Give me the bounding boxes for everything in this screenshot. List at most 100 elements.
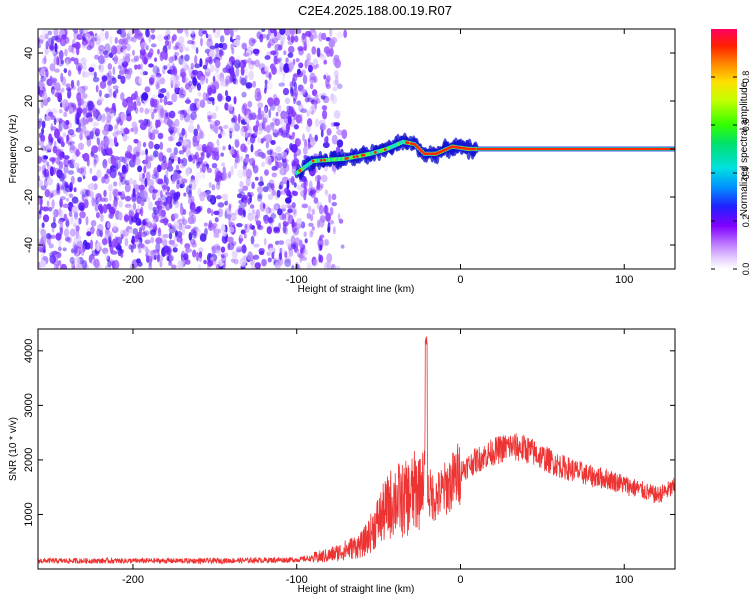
spectrogram-noise-cell <box>56 189 61 196</box>
spectrogram-noise-cell <box>74 205 80 213</box>
spectrogram-noise-cell <box>106 255 111 262</box>
spectrogram-noise-cell <box>108 147 113 157</box>
spectrogram-noise-cell <box>103 189 107 198</box>
spectrogram-noise-cell <box>319 55 327 61</box>
spectrogram-noise-cell <box>184 224 192 230</box>
snr-y-tick-label: 1000 <box>23 502 35 526</box>
spectrogram-noise-cell <box>156 204 161 212</box>
spectrogram-noise-cell <box>222 67 228 73</box>
spectrogram-noise-cell <box>166 34 171 41</box>
spectrogram-noise-cell <box>112 85 119 90</box>
spectrogram-noise-cell <box>136 204 140 214</box>
spectrogram-noise-cell <box>216 62 220 68</box>
spectrogram-noise-cell <box>267 97 274 105</box>
spectrogram-noise-cell <box>215 181 221 190</box>
spectrogram-noise-cell <box>157 227 162 237</box>
spectrogram-noise-cell <box>135 147 142 153</box>
spectrogram-noise-cell <box>81 93 88 99</box>
spectrogram-noise-cell <box>141 92 149 101</box>
spectrogram-noise-cell <box>156 213 161 218</box>
spectrogram-noise-cell <box>281 75 286 86</box>
spectrogram-noise-cell <box>45 115 51 122</box>
spectrogram-noise-cell <box>38 227 44 233</box>
spectrogram-noise-cell <box>307 64 313 73</box>
spectrogram-noise-cell <box>178 137 184 145</box>
spectrogram-noise-cell <box>38 175 41 182</box>
spectrogram-noise-cell <box>140 63 143 70</box>
spectrogram-noise-cell <box>278 190 283 195</box>
spectrogram-noise-cell <box>164 201 171 211</box>
spectrogram-noise-cell <box>247 139 252 145</box>
spectrogram-noise-cell <box>61 76 67 86</box>
spectrogram-noise-cell <box>118 211 123 221</box>
spectrogram-noise-cell <box>43 55 47 64</box>
spectrogram-noise-cell <box>193 154 198 160</box>
spectrogram-noise-cell <box>196 228 202 237</box>
spectrogram-noise-cell <box>267 29 272 37</box>
spectrogram-noise-cell <box>209 194 217 205</box>
spectrogram-noise-cell <box>56 182 60 192</box>
spectrogram-noise-cell <box>49 75 53 84</box>
spectrogram-noise-cell <box>231 61 234 67</box>
spectrogram-noise-cell <box>60 72 64 83</box>
spectrogram-noise-cell <box>284 29 291 37</box>
spectrogram-noise-cell <box>63 124 69 130</box>
spectrogram-noise-cell <box>69 136 73 143</box>
spectrogram-noise-cell <box>38 165 42 172</box>
spectrogram-noise-cell <box>341 129 348 140</box>
spectrogram-noise-cell <box>156 75 160 82</box>
spectrogram-noise-cell <box>73 30 79 40</box>
spectrogram-noise-cell <box>53 82 61 92</box>
spectrogram-noise-cell <box>280 204 288 209</box>
spectrogram-noise-cell <box>149 132 156 141</box>
spectrogram-noise-cell <box>81 259 88 269</box>
spectrogram-noise-cell <box>169 153 175 160</box>
spectrogram-noise-cell <box>136 231 142 239</box>
spectrogram-noise-cell <box>210 49 215 56</box>
spectrogram-noise-cell <box>295 217 303 228</box>
spectrogram-noise-cell <box>229 130 233 139</box>
spectrogram-noise-cell <box>281 123 287 132</box>
spectrogram-noise-cell <box>208 56 213 65</box>
spectrogram-noise-cell <box>115 133 118 139</box>
spectrogram-noise-cell <box>139 107 144 113</box>
spectrogram-noise-cell <box>236 193 243 199</box>
spectrogram-noise-cell <box>144 239 151 245</box>
spectrogram-x-axis-label: Height of straight line (km) <box>298 284 415 295</box>
spectrogram-noise-cell <box>311 46 317 55</box>
spectrogram-noise-cell <box>197 263 202 269</box>
spectrogram-noise-cell <box>220 246 226 253</box>
snr-x-tick-label: -100 <box>286 574 308 586</box>
spectrogram-noise-cell <box>273 203 281 211</box>
spectrogram-noise-cell <box>168 56 174 64</box>
spectrogram-noise-cell <box>120 176 127 186</box>
spectrogram-noise-cell <box>173 45 179 51</box>
spectrogram-noise-cell <box>211 246 217 254</box>
spectrogram-noise-cell <box>263 237 267 246</box>
spectrogram-peak-point <box>298 169 302 173</box>
spectrogram-noise-cell <box>156 67 160 76</box>
spectrogram-noise-cell <box>293 182 297 188</box>
spectrogram-noise-cell <box>274 155 278 164</box>
spectrogram-noise-cell <box>127 100 134 109</box>
snr-frame <box>37 328 676 570</box>
spectrogram-noise-cell <box>180 110 186 115</box>
spectrogram-noise-cell <box>290 175 295 186</box>
spectrogram-noise-cell <box>81 40 86 49</box>
spectrogram-noise-cell <box>311 208 316 216</box>
spectrogram-noise-cell <box>132 228 139 235</box>
spectrogram-noise-cell <box>59 196 66 201</box>
spectrogram-noise-cell <box>117 64 122 70</box>
spectrogram-noise-cell <box>60 119 65 128</box>
spectrogram-noise-cell <box>275 161 283 169</box>
spectrogram-noise-cell <box>293 97 296 105</box>
spectrogram-noise-cell <box>303 41 307 51</box>
spectrogram-noise-cell <box>247 100 253 108</box>
colorbar-ticks: 0.0 0.2 0.4 0.6 0.8 <box>711 71 750 275</box>
spectrogram-noise-cell <box>297 46 304 52</box>
spectrogram-noise-cell <box>221 255 227 264</box>
snr-x-tick-label: -200 <box>122 574 144 586</box>
spectrogram-noise-cell <box>139 122 147 131</box>
spectrogram-noise-cell <box>108 206 116 215</box>
colorbar-tick-label: 0.4 <box>741 167 750 180</box>
